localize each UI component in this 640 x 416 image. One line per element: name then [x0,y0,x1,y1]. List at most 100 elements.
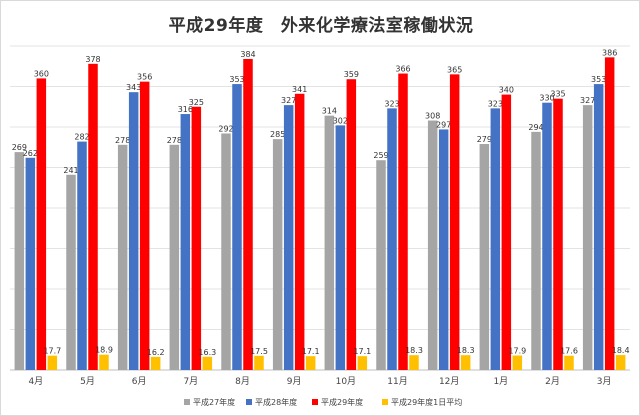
data-label: 353 [229,75,244,84]
data-label: 16.2 [147,348,165,357]
bar [88,63,98,370]
data-label: 18.3 [457,346,475,355]
bar [593,84,604,370]
bar [512,355,523,370]
data-label: 343 [126,83,141,92]
data-label: 259 [373,151,388,160]
data-label: 16.3 [198,348,216,357]
data-label: 279 [477,135,492,144]
data-label: 323 [488,99,503,108]
data-label: 17.6 [560,347,578,356]
data-label: 341 [292,85,307,94]
bar [398,73,408,370]
bar [232,84,242,370]
x-tick-label: 9月 [287,376,302,387]
data-label: 18.9 [95,346,113,355]
data-label: 327 [281,96,296,105]
x-tick-label: 1月 [493,376,508,387]
data-label: 360 [34,69,49,78]
bar [169,144,180,370]
bar [99,354,109,370]
bar [47,355,58,370]
bar [604,57,615,371]
x-tick-label: 2月 [545,376,560,387]
bar [294,93,305,370]
bar [479,144,490,370]
data-label: 330 [539,94,554,103]
data-label: 17.1 [302,347,320,356]
bar [180,114,191,370]
data-label: 327 [580,96,595,105]
bar [202,356,213,370]
bar [449,74,460,370]
data-label: 292 [218,124,233,133]
chart-title: 平成29年度 外来化学療法室稼働状況 [168,16,474,36]
data-label: 316 [178,105,193,114]
data-label: 18.4 [612,346,630,355]
bar [531,131,541,370]
x-tick-label: 5月 [80,376,95,387]
bar [427,120,438,371]
data-label: 17.1 [353,347,371,356]
data-label: 323 [384,99,399,108]
data-label: 278 [115,136,130,145]
data-label: 384 [240,50,255,59]
data-label: 17.7 [43,347,61,356]
bar [25,157,36,370]
data-label: 335 [550,90,565,99]
bar [324,115,335,370]
legend-swatch [246,399,252,405]
data-label: 353 [591,75,606,84]
data-label: 285 [270,130,285,139]
bar [36,78,47,371]
data-label: 325 [189,98,204,107]
bar [117,144,128,370]
data-label: 378 [85,55,100,64]
bar [335,125,346,370]
legend-label: 平成29年度 [321,397,363,407]
bar [283,105,294,370]
bar [128,92,139,371]
bar [615,355,626,370]
data-label: 302 [333,116,348,125]
data-label: 18.3 [405,346,423,355]
bar [553,98,563,371]
data-label: 17.9 [508,347,526,356]
data-label: 340 [499,86,514,95]
data-label: 365 [447,65,462,74]
data-label: 282 [74,133,89,142]
bar [542,102,552,370]
data-label: 294 [528,123,543,132]
legend-label: 平成27年度 [193,397,235,407]
data-label: 314 [322,107,337,116]
bar [221,133,231,370]
data-label: 297 [436,120,451,129]
bar [409,355,419,370]
data-label: 386 [602,48,617,57]
x-tick-label: 7月 [183,376,198,387]
x-tick-label: 3月 [597,376,612,387]
data-label: 241 [63,166,78,175]
data-label: 262 [23,149,38,158]
legend-label: 平成28年度 [255,397,297,407]
bar [254,355,264,370]
bar [139,81,150,370]
x-tick-label: 6月 [132,376,147,387]
bar [66,174,76,370]
data-label: 366 [395,65,410,74]
data-label: 269 [12,143,27,152]
x-tick-label: 12月 [439,376,459,387]
data-label: 17.5 [250,347,268,356]
x-tick-label: 4月 [28,376,43,387]
data-label: 278 [167,136,182,145]
bar [346,79,357,371]
bar [150,356,161,370]
bar [191,106,202,370]
legend-swatch [382,399,388,405]
legend-swatch [184,399,190,405]
bar [357,356,368,370]
bar [387,108,397,371]
data-label: 359 [344,70,359,79]
data-label: 308 [425,112,440,121]
